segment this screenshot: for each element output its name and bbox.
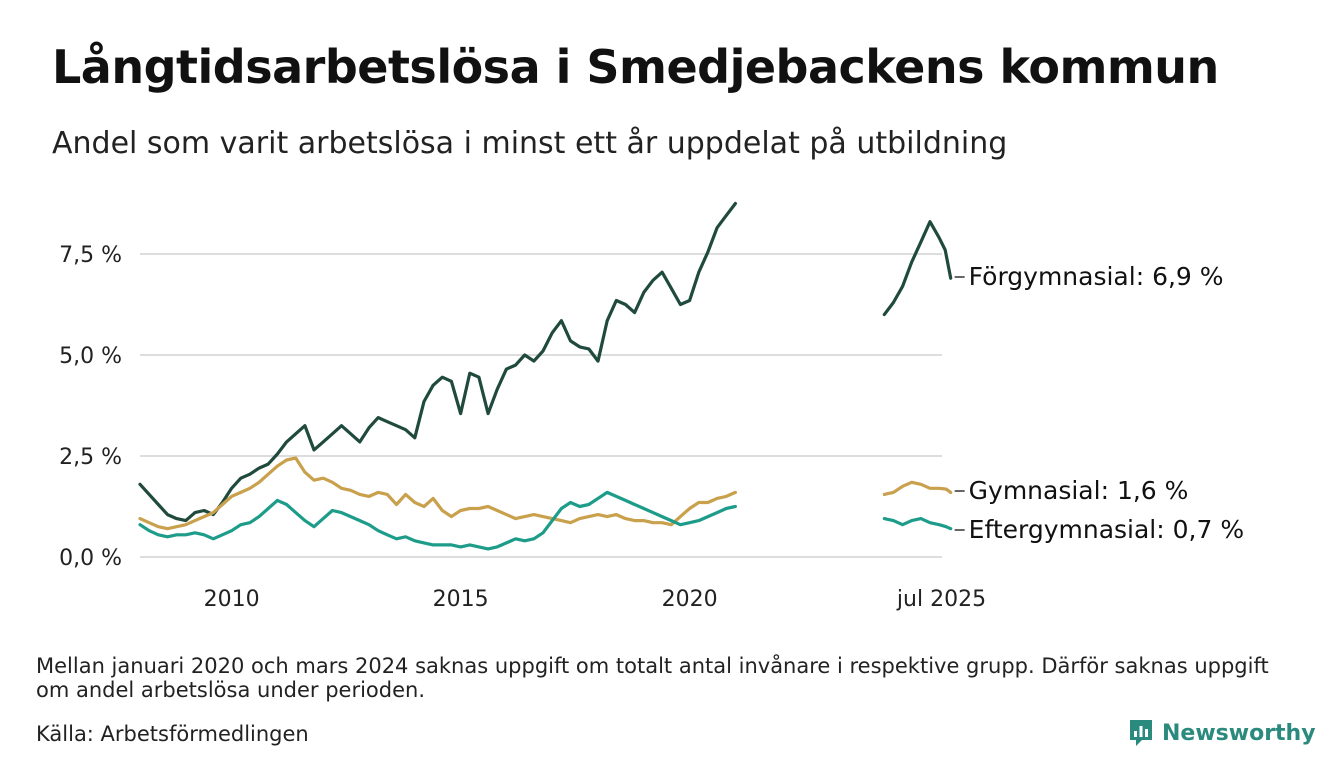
- x-tick-label: 2010: [204, 587, 260, 612]
- y-axis-ticks: 0,0 % 2,5 % 5,0 % 7,5 %: [59, 243, 122, 571]
- end-label-gymnasial: Gymnasial: 1,6 %: [969, 476, 1189, 505]
- y-tick-label: 5,0 %: [59, 344, 122, 369]
- brand-name: Newsworthy: [1162, 720, 1316, 746]
- series-line-eftergymnasial: [882, 517, 953, 531]
- bar-chart-icon: [1130, 720, 1152, 746]
- chart-title: Långtidsarbetslösa i Smedjebackens kommu…: [52, 40, 1219, 94]
- series-end-labels: Förgymnasial: 6,9 % Gymnasial: 1,6 % Efter…: [954, 262, 1244, 544]
- brand-logo: Newsworthy: [1128, 716, 1316, 750]
- y-tick-label: 7,5 %: [59, 243, 122, 268]
- line-chart: 0,0 % 2,5 % 5,0 % 7,5 % 2010 2015 2020 jul 202…: [59, 201, 1244, 612]
- x-tick-label: 2015: [433, 587, 489, 612]
- chart-subtitle: Andel som varit arbetslösa i minst ett å…: [52, 126, 1008, 161]
- x-tick-label: jul 2025: [896, 587, 986, 612]
- series-line-gymnasial: [138, 456, 737, 531]
- series-line-forgymnasial: [138, 201, 737, 523]
- grid-lines: [140, 253, 942, 558]
- end-label-eftergymnasial: Eftergymnasial: 0,7 %: [969, 515, 1244, 544]
- y-tick-label: 2,5 %: [59, 445, 122, 470]
- x-axis-ticks: 2010 2015 2020 jul 2025: [204, 587, 986, 612]
- end-label-forgymnasial: Förgymnasial: 6,9 %: [969, 262, 1224, 291]
- y-tick-label: 0,0 %: [59, 546, 122, 571]
- x-tick-label: 2020: [662, 587, 718, 612]
- source-credit: Källa: Arbetsförmedlingen: [36, 722, 309, 746]
- series-line-eftergymnasial: [138, 490, 737, 551]
- footnote: Mellan januari 2020 och mars 2024 saknas…: [36, 654, 1269, 702]
- series-line-forgymnasial: [882, 220, 953, 317]
- series-lines: [138, 201, 953, 551]
- series-line-gymnasial: [882, 480, 953, 496]
